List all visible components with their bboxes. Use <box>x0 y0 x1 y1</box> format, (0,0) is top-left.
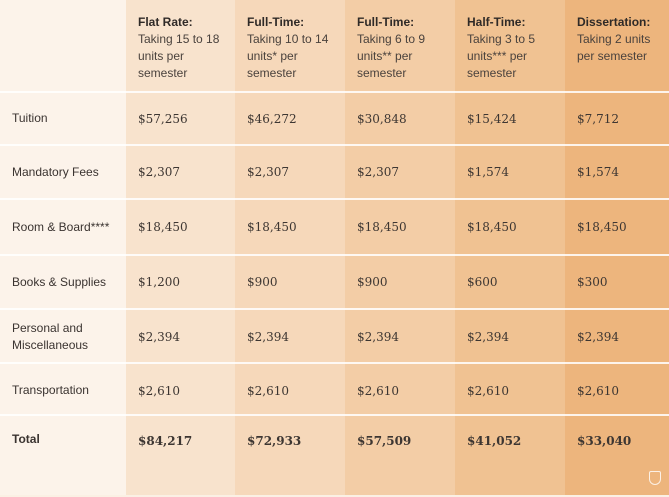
table-cell: $15,424 <box>467 111 517 126</box>
column-header-flat-rate: Flat Rate: Taking 15 to 18 units per sem… <box>126 0 235 92</box>
table-cell: $2,307 <box>138 165 180 179</box>
table-cell: $46,272 <box>247 111 297 126</box>
row-divider <box>0 254 669 256</box>
column-header-title: Full-Time: <box>357 15 415 29</box>
table-cell: $600 <box>467 275 498 289</box>
total-cell: $57,509 <box>357 434 412 448</box>
header-corner <box>0 0 126 92</box>
table-cell: $2,610 <box>247 383 289 398</box>
table-cell: $30,848 <box>357 111 407 126</box>
table-cell: $2,394 <box>247 329 289 344</box>
school-logo-icon <box>649 471 661 485</box>
total-cell: $84,217 <box>138 434 193 448</box>
column-header-title: Half-Time: <box>467 15 526 29</box>
table-cell: $1,574 <box>577 165 619 179</box>
column-header-dissertation: Dissertation: Taking 2 units per semeste… <box>565 0 669 92</box>
table-cell: $1,574 <box>467 165 509 179</box>
table-cell: $18,450 <box>467 220 517 234</box>
column-header-subtitle: Taking 15 to 18 units per semester <box>138 32 220 80</box>
column-background <box>345 0 455 495</box>
row-divider <box>0 198 669 200</box>
row-label-total: Total <box>12 432 40 446</box>
column-header-half-time: Half-Time: Taking 3 to 5 units*** per se… <box>455 0 565 92</box>
table-cell: $7,712 <box>577 111 619 126</box>
column-header-title: Dissertation: <box>577 15 651 29</box>
row-label-books-supplies: Books & Supplies <box>12 274 107 289</box>
table-cell: $1,200 <box>138 275 180 289</box>
watermark <box>649 471 661 485</box>
table-cell: $18,450 <box>357 220 407 234</box>
column-header-full-time-10-14: Full-Time: Taking 10 to 14 units* per se… <box>235 0 345 92</box>
row-divider <box>0 362 669 364</box>
table-cell: $2,610 <box>138 383 180 398</box>
column-header-subtitle: Taking 3 to 5 units*** per semester <box>467 32 536 80</box>
table-cell: $2,394 <box>467 329 509 344</box>
table-cell: $2,610 <box>577 383 619 398</box>
table-cell: $2,610 <box>467 383 509 398</box>
row-label-personal-misc: Personal and Miscellaneous <box>12 320 89 352</box>
total-cell: $41,052 <box>467 434 522 448</box>
table-cell: $2,307 <box>357 165 399 179</box>
table-cell: $2,610 <box>357 383 399 398</box>
total-cell: $72,933 <box>247 434 302 448</box>
table-cell: $18,450 <box>138 220 188 234</box>
row-divider <box>0 144 669 146</box>
column-header-full-time-6-9: Full-Time: Taking 6 to 9 units** per sem… <box>345 0 455 92</box>
column-header-subtitle: Taking 6 to 9 units** per semester <box>357 32 426 80</box>
row-divider <box>0 91 669 93</box>
row-divider <box>0 414 669 416</box>
column-background <box>455 0 565 495</box>
table-cell: $57,256 <box>138 111 188 126</box>
table-cell: $900 <box>357 275 388 289</box>
row-label-room-board: Room & Board**** <box>12 219 110 234</box>
column-header-title: Flat Rate: <box>138 15 193 29</box>
column-background <box>0 0 126 495</box>
column-header-subtitle: Taking 10 to 14 units* per semester <box>247 32 329 80</box>
table-cell: $2,394 <box>357 329 399 344</box>
table-cell: $2,394 <box>138 329 180 344</box>
column-header-title: Full-Time: <box>247 15 305 29</box>
column-header-subtitle: Taking 2 units per semester <box>577 32 651 63</box>
table-cell: $900 <box>247 275 278 289</box>
table-cell: $2,307 <box>247 165 289 179</box>
row-divider <box>0 308 669 310</box>
column-background <box>126 0 235 495</box>
table-cell: $18,450 <box>577 220 627 234</box>
column-background <box>565 0 669 495</box>
total-cell: $33,040 <box>577 434 632 448</box>
table-cell: $18,450 <box>247 220 297 234</box>
row-label-tuition: Tuition <box>12 111 48 125</box>
row-label-mandatory-fees: Mandatory Fees <box>12 164 99 179</box>
column-background <box>235 0 345 495</box>
table-cell: $2,394 <box>577 329 619 344</box>
table-cell: $300 <box>577 275 608 289</box>
row-label-transportation: Transportation <box>12 383 89 397</box>
